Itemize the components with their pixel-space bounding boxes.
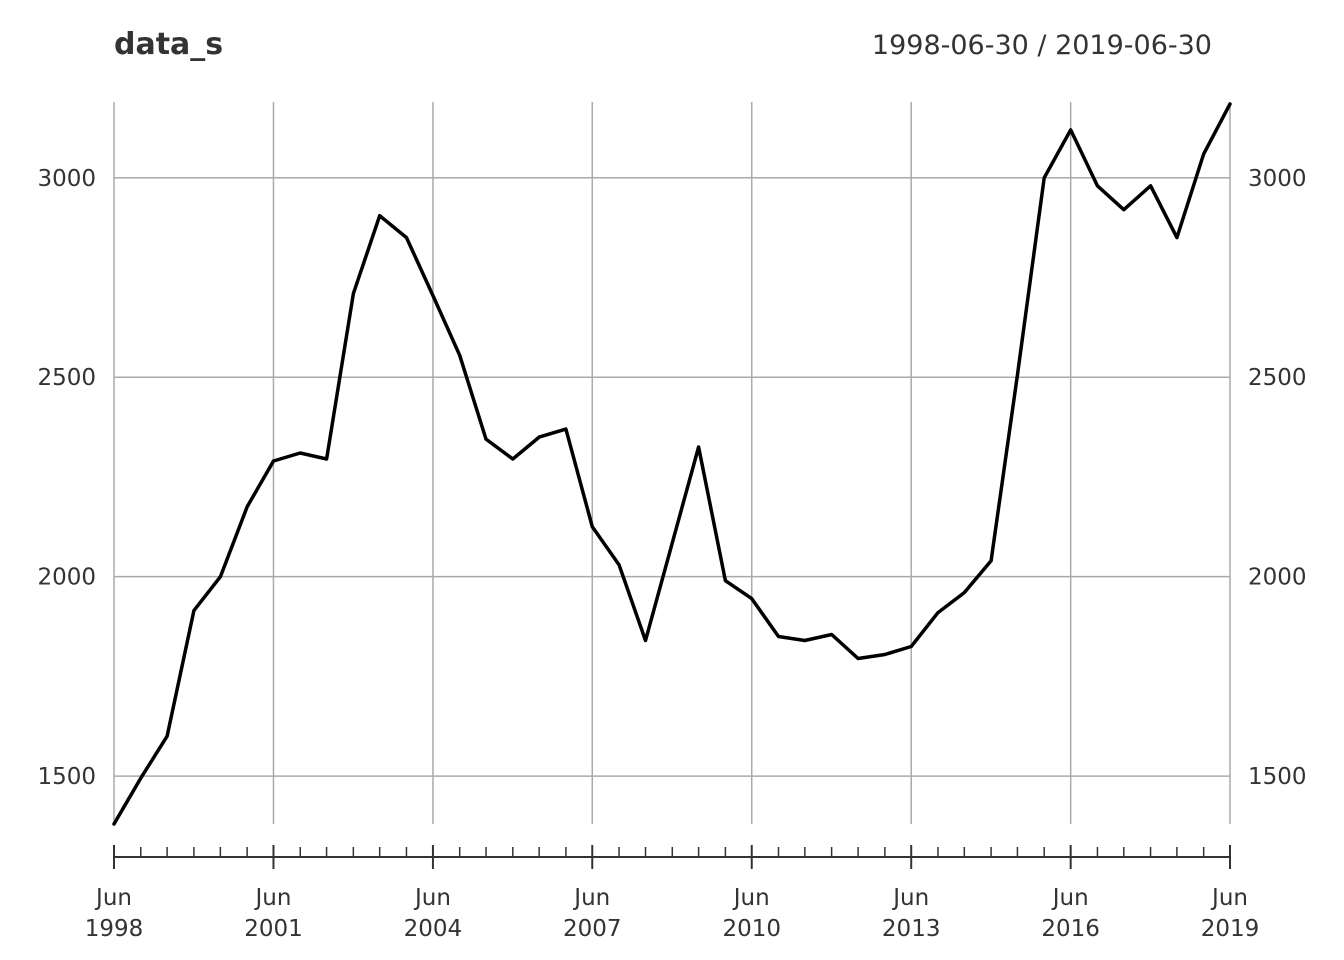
x-tick-label-month: Jun	[732, 885, 770, 911]
x-tick-label-year: 2001	[244, 916, 303, 942]
y-tick-label-left: 2000	[37, 565, 96, 591]
y-axis-left: 1500 2000 2500 3000	[37, 166, 96, 790]
y-tick-label-left: 1500	[37, 764, 96, 790]
x-tick-label-year: 2007	[563, 916, 622, 942]
x-tick-label-year: 2016	[1041, 916, 1100, 942]
x-tick-label-year: 2019	[1201, 916, 1260, 942]
x-tick-label-year: 1998	[85, 916, 144, 942]
x-tick-label-year: 2010	[722, 916, 781, 942]
x-tick-label-month: Jun	[891, 885, 929, 911]
x-tick-label-month: Jun	[94, 885, 132, 911]
y-tick-label-right: 2500	[1248, 365, 1307, 391]
date-range-label: 1998-06-30 / 2019-06-30	[872, 30, 1212, 61]
series-line	[112, 102, 1232, 826]
x-tick-label-year: 2013	[882, 916, 941, 942]
x-tick-label-month: Jun	[1051, 885, 1089, 911]
chart-title: data_s	[114, 27, 223, 62]
series-layer	[112, 102, 1232, 826]
x-tick-label-month: Jun	[254, 885, 292, 911]
x-tick-label-month: Jun	[572, 885, 610, 911]
x-tick-label-month: Jun	[413, 885, 451, 911]
x-tick-label-month: Jun	[1210, 885, 1248, 911]
gridlines	[113, 102, 1231, 824]
y-tick-label-left: 3000	[37, 166, 96, 192]
y-axis-right: 1500 2000 2500 3000	[1248, 166, 1307, 790]
y-tick-label-right: 3000	[1248, 166, 1307, 192]
y-tick-label-right: 1500	[1248, 764, 1307, 790]
y-tick-label-right: 2000	[1248, 565, 1307, 591]
x-tick-label-year: 2004	[404, 916, 463, 942]
y-tick-label-left: 2500	[37, 365, 96, 391]
x-axis: Jun 1998 Jun 2001 Jun 2004 Jun 2007 Jun 2010 Jun 20…	[85, 845, 1260, 942]
